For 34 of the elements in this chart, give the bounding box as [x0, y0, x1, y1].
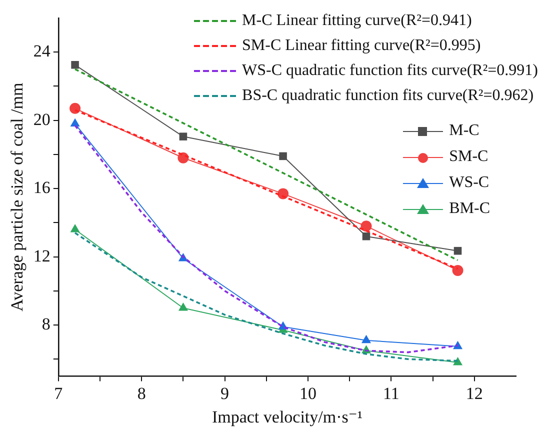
y-tick-label: 8 [42, 314, 50, 334]
point [279, 152, 287, 160]
x-axis-title: Impact velocity/m·s⁻¹ [212, 407, 362, 426]
x-tick-label: 8 [137, 384, 146, 403]
point [179, 132, 188, 140]
legend-label: M-C [449, 122, 480, 140]
point [178, 302, 188, 311]
point [70, 102, 81, 114]
point [70, 224, 80, 232]
point [452, 357, 463, 366]
legend-label: SM-C Linear fitting curve(R²=0.995) [242, 36, 481, 54]
y-tick-label: 12 [33, 246, 50, 266]
legend-label: M-C Linear fitting curve(R²=0.941) [242, 12, 472, 30]
x-tick-label: 11 [383, 384, 400, 403]
y-tick-label: 20 [33, 110, 50, 129]
point [362, 232, 370, 240]
point [70, 118, 80, 127]
legend-label: BM-C [449, 200, 490, 218]
legend-label: WS-C quadratic function fits curve(R²=0.991) [242, 62, 538, 80]
point [452, 264, 464, 276]
legend-label: SM-C [449, 148, 488, 166]
point [361, 334, 372, 344]
point [71, 61, 79, 69]
legend-label: WS-C [449, 174, 490, 192]
x-tick-label: 10 [300, 384, 316, 403]
x-tick-label: 12 [466, 384, 483, 403]
x-tick-label: 9 [220, 384, 230, 403]
x-tick-label: 7 [54, 384, 64, 403]
legend-label: BS-C quadratic function fits curve(R²=0.962) [242, 86, 534, 104]
point [360, 220, 372, 232]
y-tick-label: 16 [33, 178, 50, 198]
y-axis-title: Average particle size of coal /mm [8, 82, 27, 312]
y-tick-label: 24 [33, 42, 51, 61]
point [454, 246, 462, 255]
